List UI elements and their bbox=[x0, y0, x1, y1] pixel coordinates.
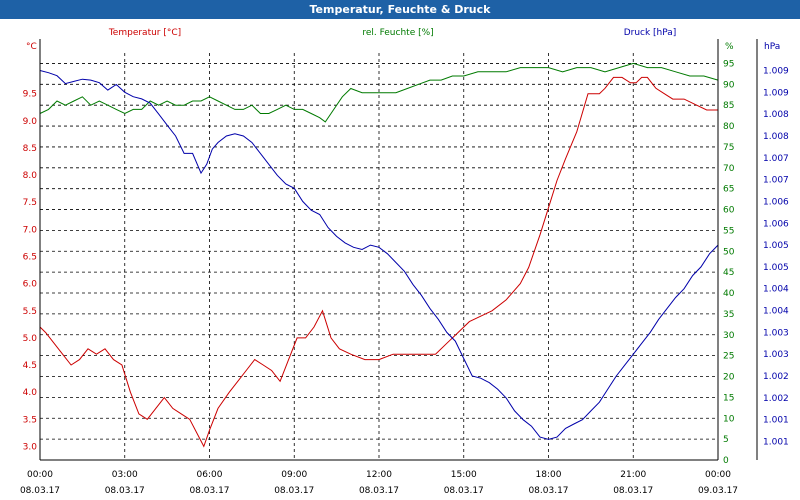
x-tick-time: 09:00 bbox=[281, 470, 307, 480]
temperature-tick-label: 4.5 bbox=[23, 361, 37, 371]
pressure-tick-label: 1.006 bbox=[763, 219, 789, 229]
temperature-tick-label: 5.0 bbox=[23, 334, 38, 344]
temperature-tick-label: 7.5 bbox=[23, 198, 37, 208]
pressure-tick-label: 1.005 bbox=[763, 241, 789, 251]
pressure-tick-label: 1.004 bbox=[763, 285, 789, 295]
humidity-tick-label: 25 bbox=[723, 352, 734, 362]
temperature-tick-label: 9.0 bbox=[23, 117, 38, 127]
humidity-tick-label: 45 bbox=[723, 268, 734, 278]
pressure-tick-label: 1.002 bbox=[763, 372, 789, 382]
middle-axis-label: rel. Feuchte [%] bbox=[362, 28, 433, 38]
x-tick-date: 08.03.17 bbox=[105, 486, 145, 496]
axis-labels: Temperatur [°C] rel. Feuchte [%] Druck [… bbox=[26, 28, 780, 52]
humidity-tick-label: 15 bbox=[723, 393, 734, 403]
humidity-tick-label: 5 bbox=[723, 435, 729, 445]
humidity-tick-label: 65 bbox=[723, 185, 734, 195]
temperature-tick-label: 5.5 bbox=[23, 307, 37, 317]
plot-frame bbox=[39, 39, 758, 461]
humidity-tick-label: 10 bbox=[723, 414, 735, 424]
series-lines bbox=[39, 62, 719, 448]
pressure-tick-label: 1.007 bbox=[763, 176, 789, 186]
x-tick-time: 00:00 bbox=[27, 470, 53, 480]
x-tick-date: 08.03.17 bbox=[189, 486, 229, 496]
pressure-tick-label: 1.003 bbox=[763, 350, 789, 360]
humidity-tick-label: 20 bbox=[723, 373, 735, 383]
x-tick-date: 08.03.17 bbox=[444, 486, 484, 496]
x-tick-date: 08.03.17 bbox=[613, 486, 653, 496]
pressure-tick-label: 1.009 bbox=[763, 67, 789, 77]
temperature-tick-label: 4.0 bbox=[23, 388, 38, 398]
x-tick-date: 08.03.17 bbox=[359, 486, 399, 496]
pressure-tick-label: 1.008 bbox=[763, 132, 789, 142]
humidity-tick-label: 75 bbox=[723, 143, 734, 153]
middle-axis-unit: % bbox=[725, 42, 734, 52]
humidity-tick-label: 95 bbox=[723, 59, 734, 69]
temperature-tick-label: 6.0 bbox=[23, 280, 38, 290]
humidity-tick-label: 80 bbox=[723, 122, 735, 132]
x-tick-date: 08.03.17 bbox=[274, 486, 314, 496]
humidity-tick-label: 0 bbox=[723, 456, 729, 466]
humidity-tick-label: 40 bbox=[723, 289, 735, 299]
x-tick-date: 09.03.17 bbox=[698, 486, 738, 496]
tick-labels: 3.0 3.5 4.0 4.5 5.0 5.5 6.0 6.5 7.0 7.5 8.0 8.5 9.0 9… bbox=[20, 59, 789, 496]
pressure-tick-label: 1.009 bbox=[763, 88, 789, 98]
temperature-tick-label: 8.0 bbox=[23, 171, 38, 181]
pressure-tick-label: 1.006 bbox=[763, 197, 789, 207]
series-druck bbox=[39, 70, 719, 440]
left-axis-label: Temperatur [°C] bbox=[108, 28, 181, 38]
series-temperatur bbox=[39, 76, 718, 448]
temperature-tick-label: 7.0 bbox=[23, 225, 38, 235]
pressure-tick-label: 1.001 bbox=[763, 416, 789, 426]
temperature-tick-label: 9.5 bbox=[23, 90, 37, 100]
humidity-tick-label: 85 bbox=[723, 101, 734, 111]
x-tick-time: 06:00 bbox=[197, 470, 223, 480]
chart-background bbox=[0, 19, 800, 500]
series-rel-feuchte bbox=[39, 62, 719, 123]
x-tick-time: 15:00 bbox=[451, 470, 477, 480]
x-tick-time: 03:00 bbox=[112, 470, 138, 480]
x-tick-date: 08.03.17 bbox=[528, 486, 568, 496]
chart-canvas: Temperatur [°C] rel. Feuchte [%] Druck [… bbox=[0, 19, 800, 500]
humidity-tick-label: 60 bbox=[723, 206, 735, 216]
temperature-tick-label: 3.5 bbox=[23, 415, 37, 425]
humidity-tick-label: 35 bbox=[723, 310, 734, 320]
chart-title: Temperatur, Feuchte & Druck bbox=[0, 0, 800, 19]
x-tick-time: 18:00 bbox=[536, 470, 562, 480]
x-tick-date: 08.03.17 bbox=[20, 486, 60, 496]
humidity-tick-label: 50 bbox=[723, 247, 735, 257]
gridlines bbox=[40, 53, 718, 461]
right-axis-label: Druck [hPa] bbox=[624, 28, 677, 38]
humidity-tick-label: 30 bbox=[723, 331, 735, 341]
x-tick-time: 21:00 bbox=[620, 470, 646, 480]
humidity-tick-label: 90 bbox=[723, 80, 735, 90]
x-tick-time: 12:00 bbox=[366, 470, 392, 480]
pressure-tick-label: 1.004 bbox=[763, 307, 789, 317]
pressure-tick-label: 1.007 bbox=[763, 154, 789, 164]
humidity-tick-label: 70 bbox=[723, 164, 735, 174]
pressure-tick-label: 1.001 bbox=[763, 438, 789, 448]
humidity-tick-label: 55 bbox=[723, 226, 734, 236]
pressure-tick-label: 1.002 bbox=[763, 394, 789, 404]
pressure-tick-label: 1.008 bbox=[763, 110, 789, 120]
temperature-tick-label: 6.5 bbox=[23, 253, 37, 263]
temperature-tick-label: 8.5 bbox=[23, 144, 37, 154]
pressure-tick-label: 1.005 bbox=[763, 263, 789, 273]
x-tick-time: 00:00 bbox=[705, 470, 731, 480]
left-axis-unit: °C bbox=[26, 42, 37, 52]
right-axis-unit: hPa bbox=[764, 42, 780, 52]
temperature-tick-label: 3.0 bbox=[23, 442, 38, 452]
pressure-tick-label: 1.003 bbox=[763, 328, 789, 338]
